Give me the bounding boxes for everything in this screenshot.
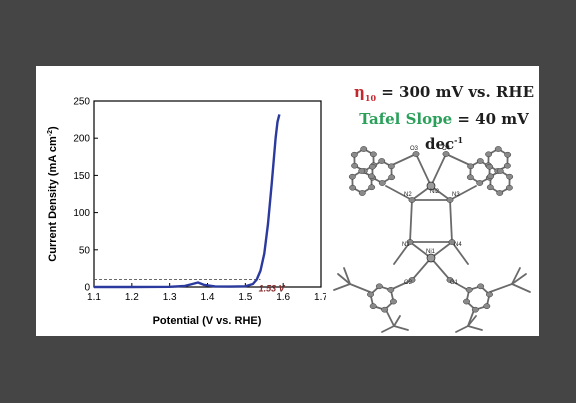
tafel-value: = 40 mV dec: [424, 110, 529, 153]
x-tick-label: 1.7: [314, 292, 326, 303]
performance-annotation: η10 = 300 mV vs. RHE Tafel Slope = 40 mV…: [354, 82, 534, 155]
eta-value: = 300 mV vs. RHE: [376, 83, 535, 101]
y-tick-label: 250: [73, 97, 90, 108]
x-tick-label: 1.3: [163, 292, 177, 303]
label-n1: N1: [402, 242, 410, 248]
label-o2: O2: [404, 280, 413, 286]
reference-label: 1.53 V: [259, 284, 286, 294]
eta-subscript: 10: [364, 93, 377, 103]
x-tick-label: 1.6: [276, 292, 290, 303]
label-o4: O4: [442, 146, 451, 152]
x-tick-label: 1.5: [238, 292, 252, 303]
label-o1: O1: [450, 280, 459, 286]
label-o3: O3: [410, 146, 419, 152]
label-n3: N3: [452, 192, 460, 198]
lsv-chart: 0 50 100 150 200 250 1.1 1.2 1.3 1.4 1.5 1.6 1.7 1.…: [47, 97, 326, 328]
y-tick-label: 200: [73, 134, 90, 145]
tafel-line: Tafel Slope = 40 mV dec-1: [354, 109, 534, 155]
x-tick-label: 1.1: [87, 292, 101, 303]
figure-panel: 0 50 100 150 200 250 1.1 1.2 1.3 1.4 1.5 1.6 1.7 1.…: [36, 66, 539, 336]
x-tick-label: 1.2: [125, 292, 139, 303]
label-ni2: Ni2: [430, 189, 440, 195]
x-axis-label: Potential (V vs. RHE): [153, 315, 262, 327]
y-tick-label: 50: [79, 245, 91, 256]
tafel-label: Tafel Slope: [359, 110, 453, 128]
label-n4: N4: [454, 242, 462, 248]
x-tick-label: 1.4: [201, 292, 215, 303]
series-line: [94, 114, 281, 289]
tafel-superscript: -1: [454, 135, 464, 145]
y-axis-label: Current Density (mA cm-2): [47, 126, 59, 262]
plot-frame: [93, 100, 322, 288]
label-ni1: Ni1: [426, 249, 436, 255]
overpotential-line: η10 = 300 mV vs. RHE: [354, 82, 534, 109]
molecular-structure: O3 O4 N2 N3 Ni2 N1 N4 Ni1 O2 O1: [333, 146, 531, 333]
y-tick-label: 0: [84, 283, 90, 294]
y-tick-label: 150: [73, 171, 90, 182]
eta-symbol: η: [354, 83, 365, 101]
y-tick-label: 100: [73, 208, 90, 219]
label-n2: N2: [404, 192, 412, 198]
